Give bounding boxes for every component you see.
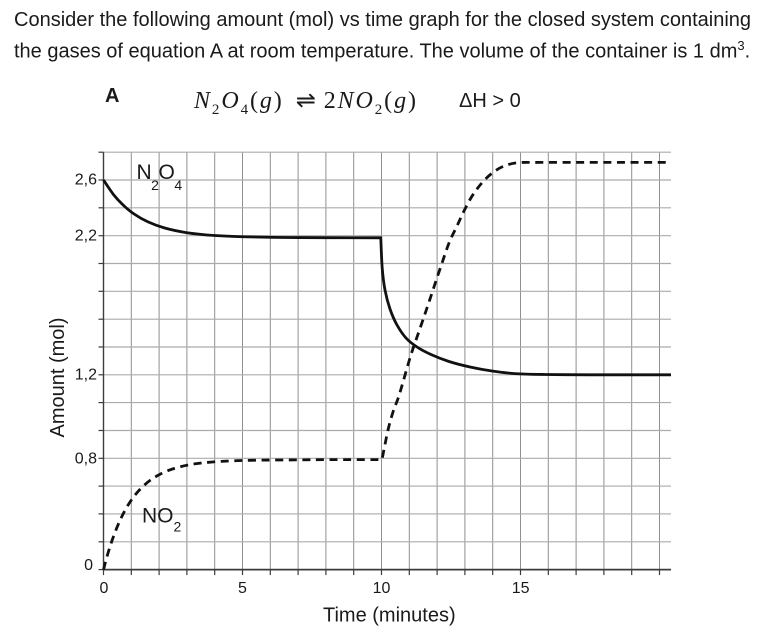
svg-text:0: 0 bbox=[100, 580, 109, 597]
svg-text:15: 15 bbox=[512, 580, 530, 597]
svg-text:0,8: 0,8 bbox=[75, 451, 97, 468]
svg-text:1,2: 1,2 bbox=[75, 367, 97, 384]
svg-text:2,6: 2,6 bbox=[75, 172, 97, 189]
svg-text:Amount (mol): Amount (mol) bbox=[47, 317, 69, 437]
svg-text:0: 0 bbox=[84, 557, 93, 574]
svg-text:Time (minutes): Time (minutes) bbox=[323, 605, 456, 627]
svg-text:5: 5 bbox=[238, 580, 247, 597]
svg-text:NO2: NO2 bbox=[142, 505, 182, 535]
svg-text:10: 10 bbox=[373, 580, 391, 597]
svg-text:2,2: 2,2 bbox=[75, 228, 97, 245]
